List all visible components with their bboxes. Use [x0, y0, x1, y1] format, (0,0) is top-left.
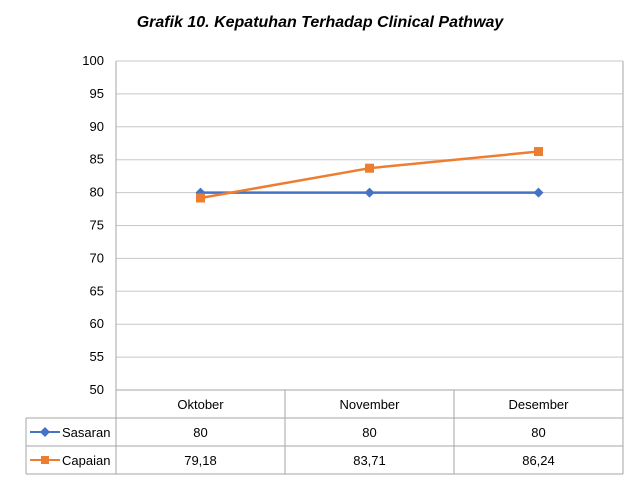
- data-point: [365, 163, 374, 173]
- y-tick-label: 55: [90, 349, 104, 364]
- data-label: 80: [362, 425, 376, 440]
- legend-key-marker: [41, 456, 49, 464]
- data-point: [534, 147, 543, 157]
- category-label: Oktober: [177, 397, 224, 412]
- chart-title: Grafik 10. Kepatuhan Terhadap Clinical P…: [136, 14, 504, 31]
- y-tick-label: 50: [90, 382, 104, 397]
- category-label: November: [340, 397, 401, 412]
- data-point: [364, 187, 375, 198]
- data-label: 83,71: [353, 453, 386, 468]
- y-tick-label: 80: [90, 185, 104, 200]
- series-name: Sasaran: [62, 425, 110, 440]
- data-label: 86,24: [522, 453, 555, 468]
- y-tick-label: 90: [90, 119, 104, 134]
- y-tick-label: 85: [90, 152, 104, 167]
- data-point: [533, 187, 544, 198]
- y-tick-label: 70: [90, 250, 104, 265]
- legend-key-marker: [40, 427, 50, 437]
- data-label: 80: [193, 425, 207, 440]
- data-label: 80: [531, 425, 545, 440]
- y-tick-label: 95: [90, 86, 104, 101]
- data-label: 79,18: [184, 453, 217, 468]
- y-tick-label: 100: [82, 53, 104, 68]
- y-tick-label: 75: [90, 218, 104, 233]
- category-label: Desember: [509, 397, 570, 412]
- data-point: [196, 193, 205, 203]
- y-tick-label: 60: [90, 316, 104, 331]
- y-tick-label: 65: [90, 283, 104, 298]
- series-name: Capaian: [62, 453, 110, 468]
